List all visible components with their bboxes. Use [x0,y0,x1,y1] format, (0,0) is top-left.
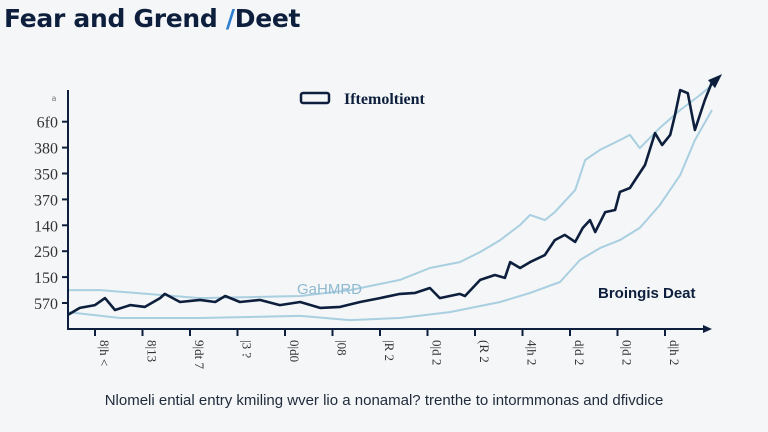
legend: Iftemoltient [299,91,426,108]
x-tick-label: 4|h 2 [525,340,540,365]
title-main: Fear and Grend [4,4,226,33]
chart-title: Fear and Grend /Deet [4,4,300,33]
y-tick-label: 150 [34,270,58,287]
x-tick-label: 8|h < [97,340,112,366]
x-tick-label: |08 [335,340,350,356]
x-tick-label: d|h 2 [667,340,682,365]
x-tick-label: (R 2 [477,340,492,363]
x-tick-label: 9|dt 7 [192,340,207,369]
annotation-left: GaHMRD [297,281,362,298]
y-tick-label: 250 [34,244,58,261]
axes [67,90,712,333]
legend-swatch [299,91,331,105]
title-slash: / [225,4,235,33]
legend-label: Iftemoltient [344,91,426,108]
y-tick-label: 570 [34,296,58,313]
y-tick-label: 6f0 [37,115,58,132]
series-line-main [67,81,714,317]
series-line-lower-band [67,109,713,322]
y-tick-label: a [52,94,57,103]
x-tick-label: |3 ? [240,340,255,358]
x-tick-label: 8|13 [145,340,160,362]
title-tail: Deet [234,4,301,33]
x-axis-arrow-icon [703,325,712,333]
y-tick-label: 350 [34,167,58,184]
x-tick-label: 0|d 2 [430,340,445,365]
annotation-right: Broingis Deat [598,285,696,302]
chart-caption: Nlomeli ential entry kmiling wver lio a … [104,392,664,409]
y-tick-label: 140 [34,218,58,235]
x-tick-label: d|d 2 [572,340,587,365]
x-tick-label: 0|d0 [287,340,302,362]
y-tick-label: 370 [34,192,58,209]
y-tick-label: 380 [34,141,58,158]
series-arrow-icon [708,74,723,89]
x-tick-label: 0|d 2 [620,340,635,365]
x-tick-label: |R 2 [382,340,397,361]
series-line-upper-band [67,84,713,300]
